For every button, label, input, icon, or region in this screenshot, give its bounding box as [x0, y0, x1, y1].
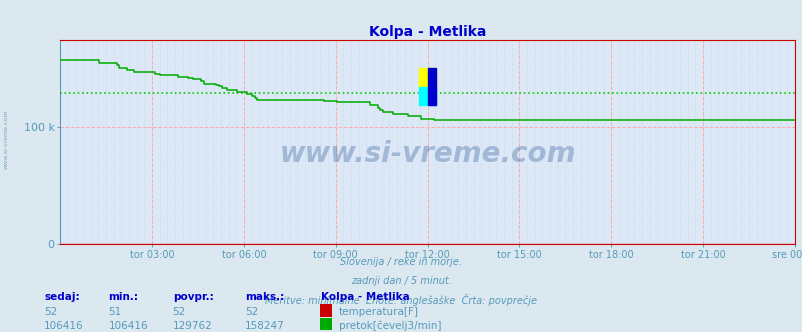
Bar: [419, 68, 435, 87]
Text: pretok[čevelj3/min]: pretok[čevelj3/min]: [338, 320, 441, 331]
Text: Slovenija / reke in morje.: Slovenija / reke in morje.: [340, 257, 462, 267]
Text: 129762: 129762: [172, 321, 213, 331]
Text: www.si-vreme.com: www.si-vreme.com: [279, 140, 575, 168]
Text: 52: 52: [44, 307, 58, 317]
Text: www.si-vreme.com: www.si-vreme.com: [4, 110, 9, 169]
Text: maks.:: maks.:: [245, 292, 284, 302]
Text: zadnji dan / 5 minut.: zadnji dan / 5 minut.: [350, 276, 452, 286]
Text: 106416: 106416: [44, 321, 83, 331]
Text: Kolpa - Metlika: Kolpa - Metlika: [321, 292, 410, 302]
Text: Meritve: minimalne  Enote: anglešaške  Črta: povprečje: Meritve: minimalne Enote: anglešaške Črt…: [265, 294, 537, 306]
Text: 106416: 106416: [108, 321, 148, 331]
Text: povpr.:: povpr.:: [172, 292, 213, 302]
Title: Kolpa - Metlika: Kolpa - Metlika: [368, 25, 486, 39]
Text: 52: 52: [172, 307, 186, 317]
Text: min.:: min.:: [108, 292, 138, 302]
Text: 52: 52: [245, 307, 258, 317]
Bar: [427, 68, 435, 105]
Bar: [419, 87, 435, 105]
Text: 158247: 158247: [245, 321, 285, 331]
Text: 51: 51: [108, 307, 122, 317]
Text: temperatura[F]: temperatura[F]: [338, 307, 419, 317]
Text: sedaj:: sedaj:: [44, 292, 79, 302]
